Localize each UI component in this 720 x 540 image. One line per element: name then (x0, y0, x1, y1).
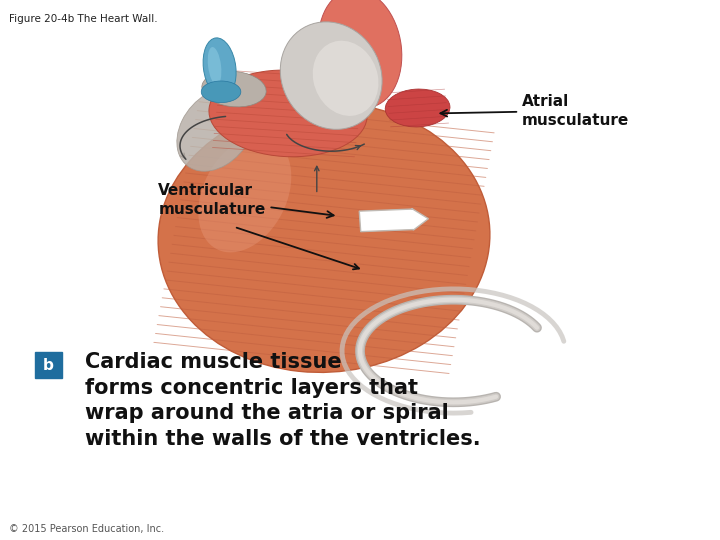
Ellipse shape (203, 38, 236, 97)
Ellipse shape (201, 81, 241, 103)
Ellipse shape (208, 47, 221, 85)
Ellipse shape (318, 0, 402, 108)
Text: b: b (42, 357, 54, 373)
Ellipse shape (209, 70, 367, 157)
Ellipse shape (198, 137, 292, 252)
Ellipse shape (202, 71, 266, 107)
Text: Atrial
musculature: Atrial musculature (441, 94, 629, 127)
Ellipse shape (312, 40, 379, 116)
Text: © 2015 Pearson Education, Inc.: © 2015 Pearson Education, Inc. (9, 523, 163, 534)
Text: Ventricular
musculature: Ventricular musculature (158, 183, 333, 218)
FancyBboxPatch shape (35, 352, 62, 378)
Ellipse shape (177, 88, 255, 171)
Ellipse shape (280, 22, 382, 130)
FancyArrow shape (359, 208, 428, 232)
Ellipse shape (385, 89, 450, 127)
Text: Figure 20-4b The Heart Wall.: Figure 20-4b The Heart Wall. (9, 14, 157, 24)
Text: Cardiac muscle tissue
forms concentric layers that
wrap around the atria or spir: Cardiac muscle tissue forms concentric l… (85, 352, 480, 449)
Ellipse shape (158, 103, 490, 373)
